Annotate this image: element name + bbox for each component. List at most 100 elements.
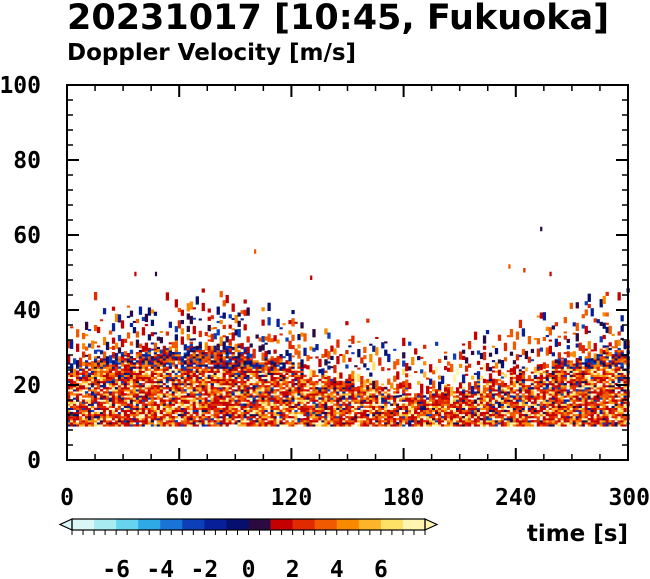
echo-cell [180,401,184,404]
echo-cell [366,405,370,408]
echo-cell [138,415,143,419]
echo-cell [231,389,235,392]
echo-cell [168,411,173,415]
echo-cell [129,387,134,390]
echo-cell [470,418,475,421]
echo-cell [210,315,214,320]
echo-cell [249,366,253,369]
echo-cell [399,382,403,389]
echo-cell [312,403,316,406]
echo-cell [222,409,226,413]
echo-cell [267,403,271,406]
echo-cell [279,376,283,380]
echo-cell [252,356,256,359]
echo-cell [120,362,125,365]
echo-cell [488,391,493,394]
echo-cell [288,399,292,402]
echo-cell [554,420,558,423]
echo-cell [246,413,250,417]
echo-cell [354,391,358,394]
echo-cell [67,354,71,363]
echo-cell [321,407,325,411]
echo-cell [449,413,454,417]
echo-cell [500,407,505,411]
echo-cell [213,327,217,330]
echo-cell [557,366,561,369]
echo-cell [312,347,316,352]
echo-cell [183,389,187,392]
echo-cell [180,411,184,415]
echo-cell [102,413,107,417]
echo-cell [246,418,250,421]
echo-cell [399,422,403,425]
echo-cell [348,411,352,415]
echo-cell [387,415,391,419]
echo-cell [509,391,514,394]
echo-cell [342,424,346,427]
echo-cell [348,385,352,388]
echo-cell [300,418,304,421]
echo-cell [216,418,220,421]
echo-cell [554,413,558,417]
echo-cell [93,422,98,425]
echo-cell [536,418,541,421]
echo-cell [485,405,490,408]
echo-cell [306,418,310,421]
echo-cell [249,401,253,404]
echo-cell [99,378,104,382]
echo-cell [554,424,558,427]
echo-cell [159,409,164,413]
echo-cell [243,409,247,413]
echo-cell [129,424,134,427]
echo-cell [264,389,268,392]
echo-cell [461,391,466,394]
echo-cell [506,385,511,388]
echo-cell [186,420,190,423]
echo-cell [210,395,214,398]
echo-cell [249,378,253,382]
echo-cell [530,415,535,419]
echo-cell [210,418,214,421]
echo-cell [426,422,430,425]
echo-cell [560,415,564,419]
echo-cell [273,420,277,423]
echo-cell [482,415,487,419]
echo-cell [482,405,487,408]
echo-cell [183,385,187,388]
echo-cell [476,420,481,423]
echo-cell [234,399,238,402]
echo-cell [560,393,564,396]
echo-cell [518,378,523,382]
echo-cell [363,409,367,413]
echo-cell [321,382,325,386]
echo-cell [288,330,292,335]
echo-cell [93,366,98,369]
echo-cell [485,378,490,382]
echo-cell [342,391,346,394]
echo-cell [114,407,119,411]
echo-cell [264,356,268,359]
echo-cell [566,385,570,388]
echo-cell [180,360,184,363]
echo-cell [506,401,511,404]
echo-cell [162,418,167,421]
echo-cell [560,372,564,375]
echo-cell [207,368,211,371]
echo-cell [225,424,229,427]
echo-cell [572,387,576,390]
echo-cell [270,364,274,367]
echo-cell [108,330,113,335]
echo-cell [384,393,388,396]
echo-cell [126,409,131,413]
echo-cell [255,403,259,406]
echo-cell [467,395,472,398]
echo-cell [144,313,149,322]
echo-cell [129,360,134,363]
echo-cell [67,393,71,396]
echo-cell [243,415,247,419]
echo-cell [378,413,382,417]
echo-cell [539,407,544,411]
echo-cell [482,380,487,384]
echo-cell [180,397,184,400]
echo-cell [279,422,283,425]
